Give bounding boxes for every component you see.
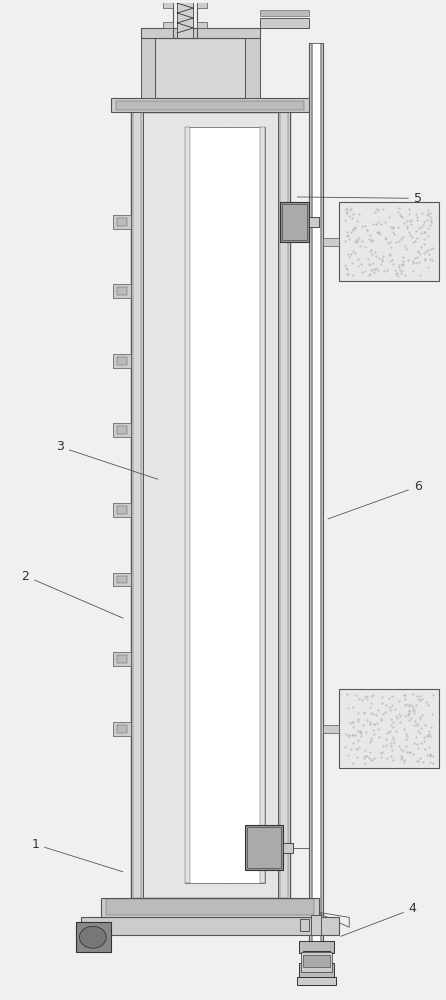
Text: 2: 2 [21,570,123,618]
Bar [339,689,439,768]
Bar [310,43,323,947]
Bar [131,112,289,898]
Bar [173,0,197,38]
Bar [247,827,281,868]
Bar [245,825,283,870]
Bar [113,354,131,368]
Bar [260,127,265,883]
Bar [185,127,265,883]
Bar [323,238,339,246]
Bar [178,0,193,38]
Bar [163,2,173,8]
Bar [117,576,127,583]
Bar [311,43,322,947]
Bar [106,899,314,915]
Text: 3: 3 [56,440,158,479]
Bar [281,204,307,240]
Bar [113,215,131,229]
Bar [140,38,155,98]
Bar [101,898,319,917]
Text: 6: 6 [328,480,421,519]
Bar [113,284,131,298]
Bar [113,573,131,586]
Bar [197,2,207,8]
Bar [298,963,334,979]
Text: 1: 1 [31,838,123,872]
Bar [323,725,339,733]
Bar [117,357,127,365]
Bar [283,843,293,853]
Bar [311,915,322,935]
Bar [310,217,319,227]
Bar [116,101,305,110]
Text: 4: 4 [341,902,417,936]
Ellipse shape [79,926,106,948]
Bar [260,10,310,16]
Bar [260,18,310,28]
Bar [197,22,207,28]
Bar [302,955,330,967]
Bar [280,202,310,242]
Text: 5: 5 [297,192,422,205]
Bar [297,977,336,985]
Bar [278,112,289,898]
Bar [81,917,339,935]
Bar [117,287,127,295]
Bar [185,127,190,883]
Bar [132,112,140,898]
Bar [113,423,131,437]
Bar [155,38,245,98]
Bar [117,426,127,434]
Bar [117,506,127,514]
Bar [245,38,260,98]
Bar [140,28,260,38]
Bar [302,951,330,965]
Bar [113,722,131,736]
Bar [339,202,439,281]
Bar [301,952,332,972]
Bar [117,725,127,733]
Bar [131,112,143,898]
Bar [76,922,111,952]
Bar [305,977,328,985]
Bar [111,98,310,112]
Bar [117,655,127,663]
Bar [113,652,131,666]
Bar [113,503,131,517]
Bar [300,919,310,931]
Bar [298,941,334,953]
Bar [163,22,173,28]
Bar [280,112,288,898]
Bar [117,218,127,226]
